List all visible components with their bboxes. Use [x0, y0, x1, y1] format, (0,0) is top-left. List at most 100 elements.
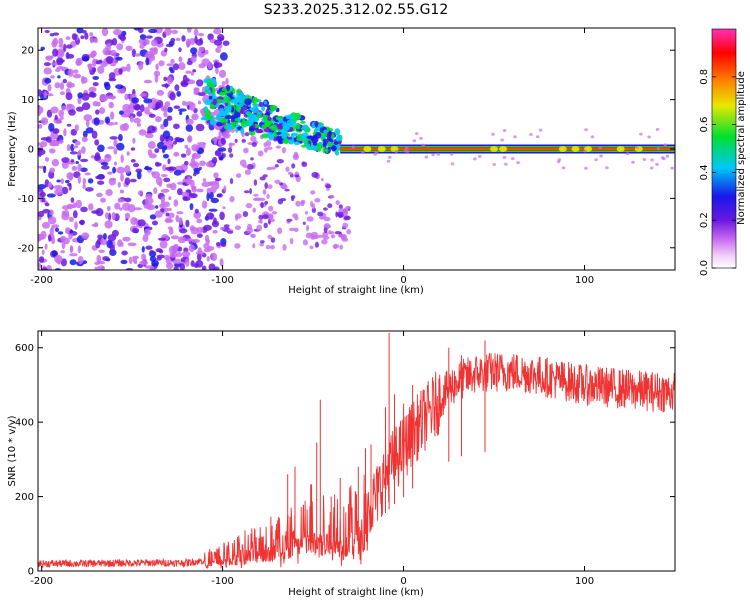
- spectrogram-noise-blob: [72, 210, 78, 219]
- spectrogram-noise-blob: [201, 181, 211, 188]
- spectrogram-noise-blob: [244, 132, 250, 137]
- spectrogram-noise-blob: [120, 259, 128, 265]
- spectrogram-noise-blob: [147, 141, 156, 149]
- spectrogram-noise-blob: [165, 262, 174, 270]
- spectrogram-noise-blob: [179, 111, 183, 115]
- spectrogram-noise-blob: [185, 38, 191, 47]
- spectrogram-noise-blob: [166, 207, 172, 212]
- spectrogram-band-blob: [312, 141, 318, 146]
- spectrogram-band-blob: [208, 95, 213, 100]
- spectrogram-noise-blob: [186, 147, 191, 156]
- spectrogram-noise-blob: [642, 158, 647, 161]
- spectrogram-noise-blob: [38, 184, 47, 190]
- spectrogram-noise-blob: [287, 171, 293, 175]
- spectrogram-noise-blob: [189, 203, 194, 211]
- spectrogram-noise-blob: [656, 147, 661, 151]
- spectrogram-noise-blob: [181, 35, 186, 42]
- spectrogram-band-blob: [215, 98, 223, 104]
- spectrogram-noise-blob: [80, 158, 89, 163]
- spectrogram-noise-blob: [323, 226, 328, 234]
- spectrogram-noise-blob: [102, 256, 110, 261]
- spectrogram-noise-blob: [40, 117, 49, 125]
- snr-y-tick-label: 200: [15, 492, 34, 503]
- spectrogram-noise-blob: [288, 227, 296, 231]
- spectrogram-band-blob: [316, 126, 321, 132]
- spectrogram-noise-blob: [170, 58, 175, 64]
- spectrogram-noise-blob: [69, 259, 77, 266]
- spectrogram-noise-blob: [148, 28, 158, 34]
- spectrogram-noise-blob: [263, 222, 268, 229]
- spectrogram-noise-blob: [100, 237, 108, 246]
- spectrogram-x-axis-label: Height of straight line (km): [288, 285, 424, 296]
- spectrogram-noise-blob: [69, 151, 78, 155]
- spectrogram-noise-blob: [69, 253, 78, 257]
- spectrogram-noise-blob: [266, 166, 273, 171]
- spectrogram-noise-blob: [68, 172, 73, 181]
- spectrogram-noise-blob: [258, 197, 266, 201]
- spectrogram-noise-blob: [120, 242, 124, 247]
- spectrogram-noise-blob: [92, 67, 97, 73]
- spectrogram-band-blob: [263, 100, 268, 105]
- spectrogram-noise-blob: [114, 161, 117, 166]
- spectrogram-noise-blob: [82, 130, 88, 138]
- spectrogram-band-blob: [256, 111, 263, 116]
- spectrogram-noise-blob: [127, 242, 137, 247]
- spectrogram-noise-blob: [197, 100, 202, 105]
- spectrogram-noise-blob: [83, 114, 93, 122]
- spectrogram-noise-blob: [270, 244, 275, 250]
- spectrogram-noise-blob: [186, 238, 194, 242]
- spectrogram-band-blob: [296, 137, 304, 141]
- spectrogram-noise-blob: [101, 165, 110, 170]
- spectrogram-noise-blob: [60, 91, 65, 96]
- page-title: S233.2025.312.02.55.G12: [263, 2, 449, 18]
- spectrogram-noise-blob: [93, 117, 100, 126]
- spectrogram-noise-blob: [75, 59, 82, 66]
- spectrogram-noise-blob: [100, 197, 106, 203]
- spectrogram-noise-blob: [74, 124, 79, 132]
- spectrogram-noise-blob: [342, 222, 349, 228]
- snr-plot: -200 -100 0 100 0 200 400 600 Height of straigh…: [7, 330, 676, 598]
- spectrogram-noise-blob: [165, 212, 170, 217]
- spectrogram-noise-blob: [265, 140, 272, 147]
- spectrogram-noise-blob: [188, 244, 195, 253]
- spectrogram-noise-blob: [182, 100, 187, 106]
- spectrogram-noise-blob: [191, 239, 200, 243]
- spectrogram-noise-blob: [187, 28, 192, 33]
- spectrogram-band-blob: [316, 143, 322, 148]
- spectrogram-noise-blob: [205, 161, 215, 168]
- spectrogram-noise-blob: [145, 57, 150, 66]
- spectrogram-noise-blob: [529, 133, 533, 136]
- spectrogram-noise-blob: [43, 67, 52, 75]
- spectrogram-noise-blob: [61, 186, 69, 195]
- spectrogram-band-blob: [234, 118, 240, 122]
- spectrogram-noise-blob: [210, 181, 217, 187]
- spectrogram-noise-blob: [281, 147, 286, 154]
- spectrogram-noise-blob: [154, 210, 163, 218]
- spectrogram-noise-blob: [170, 37, 176, 43]
- spectrogram-band-blob: [236, 104, 244, 108]
- spectrogram-noise-blob: [84, 172, 91, 176]
- spectrogram-noise-blob: [72, 202, 77, 209]
- spectrogram-noise-blob: [89, 37, 94, 44]
- spectrogram-x-tick-label: -200: [30, 275, 53, 286]
- spectrogram-noise-blob: [185, 118, 194, 125]
- snr-x-tick-label: 0: [400, 576, 406, 587]
- spectrogram-noise-blob: [266, 146, 273, 150]
- spectrogram-x-tick-label: 100: [575, 275, 594, 286]
- spectrogram-noise-blob: [274, 179, 281, 184]
- snr-y-axis-label: SNR (10 * v/v): [7, 415, 18, 486]
- spectrogram-noise-blob: [65, 36, 71, 40]
- spectrogram-noise-blob: [188, 193, 198, 199]
- spectrogram-noise-blob: [80, 35, 85, 39]
- spectrogram-y-axis-label: Frequency (Hz): [7, 111, 18, 187]
- spectrogram-noise-blob: [88, 86, 97, 93]
- spectrogram-noise-blob: [120, 154, 124, 163]
- spectrogram-noise-blob: [302, 239, 308, 246]
- spectrogram-noise-blob: [88, 203, 94, 211]
- spectrogram-noise-blob: [46, 93, 54, 97]
- spectrogram-noise-blob: [431, 153, 435, 157]
- spectrogram-noise-blob: [226, 230, 234, 234]
- spectrogram-noise-blob: [49, 167, 56, 173]
- spectrogram-noise-blob: [259, 242, 264, 247]
